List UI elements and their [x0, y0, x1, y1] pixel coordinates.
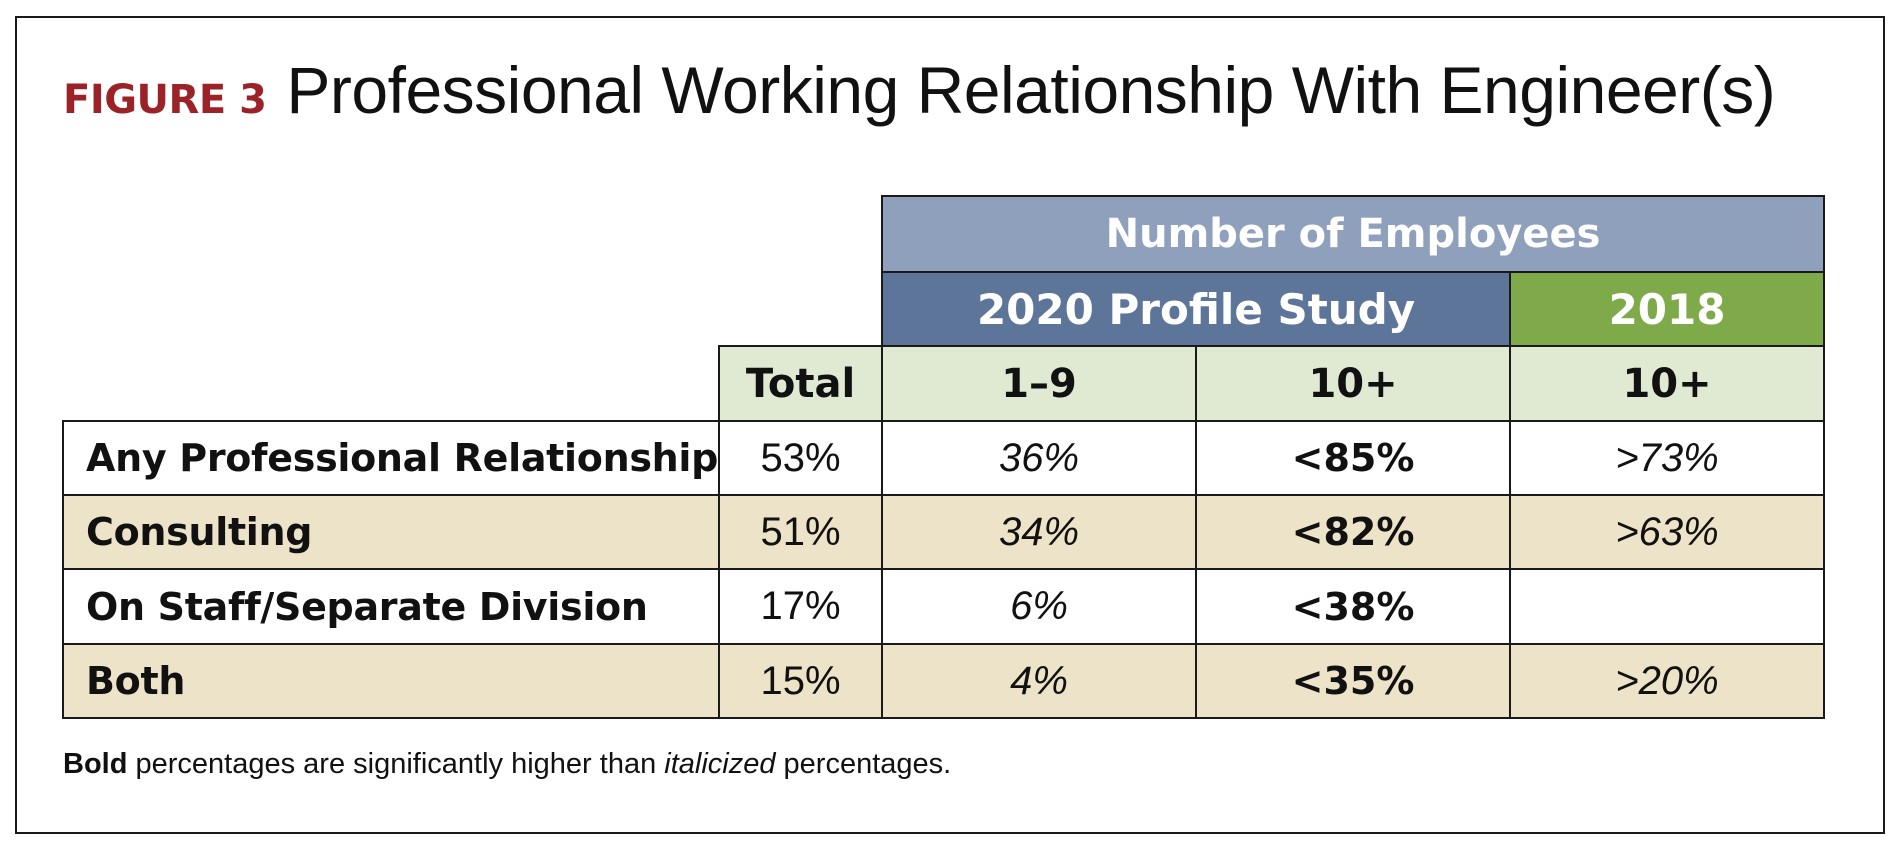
figure-frame [15, 16, 1885, 834]
header-spacer [719, 196, 882, 272]
footnote: Bold percentages are significantly highe… [63, 748, 951, 781]
column-header-1-9: 1–9 [881, 345, 1198, 422]
cell-10-plus-2018: >20% [1509, 643, 1826, 719]
header-row-study: 2020 Profile Study 2018 [63, 271, 1826, 347]
header-spacer [63, 272, 719, 346]
cell-10-plus-2020: <38% [1195, 568, 1512, 645]
header-2020-profile-study: 2020 Profile Study [881, 271, 1512, 347]
header-row-columns: Total 1–9 10+ 10+ [63, 345, 1826, 422]
footnote-bold-word: Bold [63, 748, 128, 780]
footnote-italic-word: italicized [664, 748, 776, 780]
cell-total: 51% [718, 494, 884, 570]
figure-title: Professional Working Relationship With E… [286, 53, 1776, 127]
row-label: Consulting [61, 494, 721, 570]
cell-10-plus-2020: <35% [1195, 643, 1512, 719]
row-label: Any Professional Relationship [61, 420, 721, 496]
header-spacer [63, 346, 721, 422]
table-row: Consulting 51% 34% <82% >63% [61, 494, 1826, 570]
data-table: Number of Employees 2020 Profile Study 2… [61, 195, 1826, 719]
header-spacer [63, 196, 719, 272]
table-row: On Staff/Separate Division 17% 6% <38% [61, 568, 1826, 645]
cell-1-9: 34% [881, 494, 1198, 570]
cell-total: 15% [718, 643, 884, 719]
figure-title-row: FIGURE 3 Professional Working Relationsh… [63, 52, 1776, 132]
cell-1-9: 6% [881, 568, 1198, 645]
cell-10-plus-2018 [1509, 568, 1826, 645]
cell-1-9: 4% [881, 643, 1198, 719]
header-row-group: Number of Employees [63, 195, 1826, 273]
header-spacer [719, 272, 882, 346]
cell-10-plus-2020: <82% [1195, 494, 1512, 570]
header-2018: 2018 [1509, 271, 1826, 347]
header-number-of-employees: Number of Employees [881, 195, 1826, 273]
cell-10-plus-2018: >63% [1509, 494, 1826, 570]
table-row: Any Professional Relationship 53% 36% <8… [61, 420, 1826, 496]
cell-10-plus-2018: >73% [1509, 420, 1826, 496]
row-label: On Staff/Separate Division [61, 568, 721, 645]
column-header-total: Total [718, 345, 884, 422]
cell-total: 17% [718, 568, 884, 645]
table-row: Both 15% 4% <35% >20% [61, 643, 1826, 719]
row-label: Both [61, 643, 721, 719]
column-header-10-plus-2020: 10+ [1195, 345, 1512, 422]
figure-label: FIGURE 3 [63, 77, 267, 123]
footnote-text: percentages are significantly higher tha… [127, 748, 665, 780]
cell-1-9: 36% [881, 420, 1198, 496]
cell-10-plus-2020: <85% [1195, 420, 1512, 496]
cell-total: 53% [718, 420, 884, 496]
footnote-text-end: percentages. [775, 748, 952, 780]
column-header-10-plus-2018: 10+ [1509, 345, 1826, 422]
